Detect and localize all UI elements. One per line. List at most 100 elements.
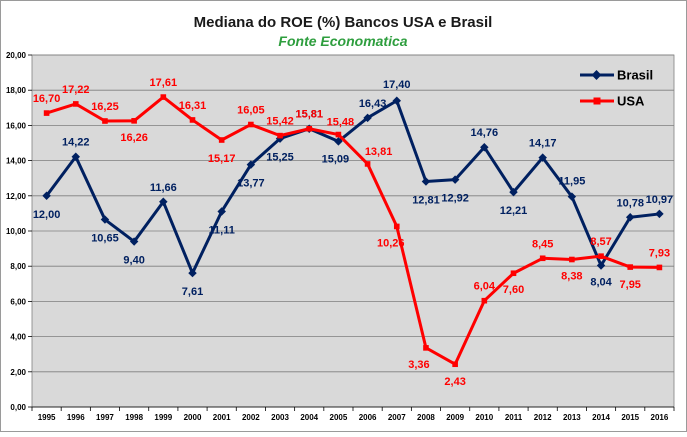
x-tick-label: 2010: [475, 413, 493, 422]
x-tick-label: 2008: [417, 413, 435, 422]
data-point-usa: [277, 132, 283, 139]
y-tick-label: 6,00: [10, 297, 26, 306]
data-label-usa: 16,31: [179, 100, 207, 112]
data-label-brasil: 13,77: [237, 178, 265, 190]
data-point-usa: [102, 118, 108, 124]
series-line-brasil: [45, 99, 660, 275]
data-label-brasil: 15,09: [322, 153, 350, 165]
data-label-usa: 17,22: [62, 84, 90, 96]
data-label-usa: 15,48: [327, 117, 355, 129]
legend-brasil-marker: [591, 70, 602, 80]
data-point-usa: [335, 131, 342, 138]
data-label-brasil: 10,78: [616, 197, 644, 209]
y-tick-label: 20,00: [6, 51, 27, 60]
data-point-usa: [393, 223, 400, 230]
data-point-brasil: [596, 261, 606, 270]
data-point-usa: [627, 264, 634, 270]
data-point-brasil: [159, 197, 168, 207]
grid-lines: [32, 54, 674, 373]
x-tick-label: 2001: [213, 413, 231, 422]
x-tick-label: 2014: [592, 413, 610, 422]
data-label-usa: 15,17: [208, 153, 236, 165]
data-point-usa: [569, 256, 575, 263]
data-point-brasil: [71, 152, 81, 161]
x-tick-label: 1997: [96, 413, 114, 422]
data-label-brasil: 11,95: [558, 176, 585, 188]
x-tick-label: 2011: [505, 413, 523, 422]
data-label-brasil: 11,11: [209, 224, 235, 236]
x-tick-label: 2015: [621, 413, 639, 422]
data-point-usa: [131, 118, 137, 124]
data-point-usa: [189, 117, 196, 123]
data-point-usa: [248, 121, 254, 128]
data-label-brasil: 11,66: [150, 182, 177, 194]
x-tick-label: 2004: [300, 413, 318, 422]
data-label-brasil: 12,21: [500, 205, 528, 217]
y-tick-label: 10,00: [6, 227, 27, 236]
data-point-usa: [218, 137, 225, 143]
data-point-brasil: [392, 96, 402, 106]
data-point-usa: [160, 94, 167, 100]
data-label-usa: 3,36: [408, 359, 429, 371]
x-tick-label: 2013: [563, 413, 581, 422]
data-label-usa: 16,70: [33, 93, 61, 105]
x-tick-label: 1996: [67, 413, 85, 422]
data-label-usa: 13,81: [365, 146, 393, 158]
x-tick-label: 2007: [388, 413, 406, 422]
data-label-brasil: 15,81: [295, 109, 323, 121]
data-point-brasil: [363, 113, 372, 123]
data-point-usa: [656, 264, 663, 271]
data-label-usa: 8,45: [532, 238, 553, 250]
x-tick-label: 2009: [446, 413, 464, 422]
data-point-brasil: [100, 215, 110, 224]
data-label-usa: 8,57: [590, 236, 611, 248]
y-tick-label: 8,00: [10, 262, 26, 271]
data-label-brasil: 14,76: [471, 127, 499, 139]
chart-title: Mediana do ROE (%) Bancos USA e Brasil: [194, 14, 493, 31]
x-tick-label: 2002: [242, 413, 260, 422]
data-label-brasil: 12,81: [412, 195, 440, 207]
x-tick-label: 1998: [125, 413, 143, 422]
data-label-brasil: 16,43: [359, 98, 387, 110]
x-tick-label: 2000: [184, 413, 202, 422]
data-label-usa: 16,25: [91, 101, 119, 113]
data-label-brasil: 7,61: [182, 286, 203, 298]
data-point-usa: [510, 270, 517, 277]
data-label-usa: 16,05: [237, 105, 265, 117]
axes: 0,00 2,00 4,00 6,00 8,00 10,00 12,00 14,00 16,00…: [6, 51, 675, 422]
data-point-brasil: [246, 160, 256, 169]
data-point-brasil: [129, 237, 139, 246]
y-tick-label: 2,00: [10, 368, 26, 377]
data-point-brasil: [421, 177, 431, 186]
data-point-brasil: [42, 191, 51, 201]
y-tick-label: 14,00: [6, 157, 27, 166]
x-tick-label: 2003: [271, 413, 289, 422]
x-tick-label: 2006: [359, 413, 377, 422]
data-label-usa: 16,26: [120, 132, 148, 144]
data-label-usa: 15,42: [266, 116, 294, 128]
x-tick-label: 2005: [330, 413, 348, 422]
data-labels: 12,00 14,22 10,65 9,40 11,66 7,61 11,11 13,77 15…: [33, 77, 673, 388]
data-point-usa: [306, 125, 313, 132]
data-point-brasil: [188, 268, 197, 278]
data-label-brasil: 15,25: [266, 152, 294, 164]
y-tick-label: 0,00: [10, 403, 26, 412]
data-point-brasil: [217, 207, 226, 216]
data-label-brasil: 17,40: [383, 79, 411, 91]
x-tick-label: 2016: [651, 413, 669, 422]
data-label-usa: 6,04: [474, 281, 496, 293]
data-label-brasil: 12,00: [33, 209, 61, 221]
data-point-usa: [72, 101, 79, 107]
legend-brasil-label: Brasil: [617, 68, 653, 83]
data-point-usa: [364, 161, 371, 167]
x-tick-label: 2012: [534, 413, 552, 422]
data-label-brasil: 12,92: [441, 193, 469, 205]
data-label-brasil: 14,17: [529, 138, 557, 150]
data-label-usa: 8,38: [561, 271, 582, 283]
data-point-usa: [481, 297, 488, 304]
data-point-brasil: [450, 175, 460, 184]
legend-usa-marker: [593, 97, 601, 105]
legend: Brasil USA: [580, 68, 653, 109]
data-point-usa: [452, 361, 458, 368]
y-tick-label: 18,00: [6, 86, 27, 95]
